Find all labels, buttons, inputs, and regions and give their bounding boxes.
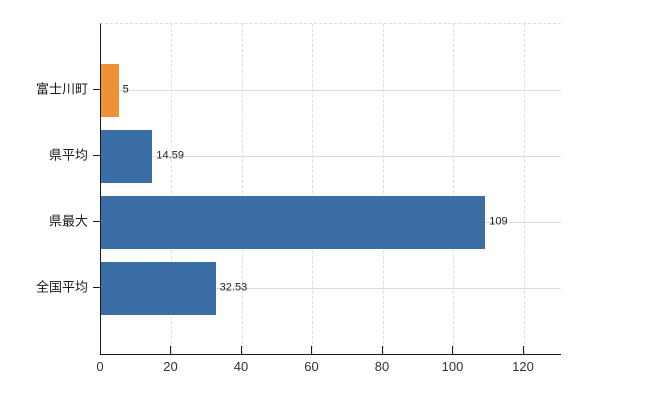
y-axis-category-label: 県最大 bbox=[48, 213, 88, 229]
x-axis-tick-label: 0 bbox=[96, 359, 104, 374]
x-axis-tick-label: 40 bbox=[233, 359, 249, 374]
x-axis-tick-label: 100 bbox=[441, 359, 464, 374]
vertical-gridline bbox=[453, 24, 455, 354]
x-axis-tick bbox=[381, 346, 383, 354]
bar bbox=[101, 195, 486, 249]
bar bbox=[101, 261, 216, 315]
x-axis-tick bbox=[170, 346, 172, 354]
y-axis-tick bbox=[93, 221, 100, 222]
horizontal-gridline bbox=[101, 90, 561, 91]
y-axis-tick bbox=[93, 287, 100, 288]
y-axis-category-label: 全国平均 bbox=[35, 279, 88, 295]
bar-value-label: 5 bbox=[122, 83, 129, 96]
x-axis-tick-label: 60 bbox=[304, 359, 319, 374]
x-axis-tick bbox=[100, 346, 101, 354]
bar-value-label: 14.59 bbox=[156, 149, 184, 162]
x-axis-tick-label: 120 bbox=[512, 359, 534, 374]
x-axis-tick bbox=[522, 346, 524, 354]
bar bbox=[101, 63, 119, 117]
horizontal-gridline bbox=[101, 288, 561, 289]
x-axis-tick-label: 20 bbox=[163, 359, 178, 374]
vertical-gridline bbox=[382, 24, 384, 354]
x-axis-tick bbox=[240, 346, 242, 354]
x-axis-tick bbox=[311, 346, 313, 354]
x-axis-tick-label: 80 bbox=[374, 359, 390, 374]
vertical-gridline bbox=[241, 24, 243, 354]
y-axis-tick bbox=[93, 155, 100, 156]
y-axis-category-label: 富士川町 bbox=[35, 81, 88, 97]
y-axis-category-label: 県平均 bbox=[48, 147, 88, 163]
x-axis-tick bbox=[452, 346, 454, 354]
bar bbox=[101, 129, 153, 183]
horizontal-gridline bbox=[101, 156, 561, 157]
vertical-gridline bbox=[171, 24, 173, 354]
y-axis-tick bbox=[93, 89, 100, 90]
vertical-gridline bbox=[312, 24, 314, 354]
bar-value-label: 32.53 bbox=[219, 281, 248, 294]
vertical-gridline bbox=[523, 24, 525, 354]
bar-value-label: 109 bbox=[489, 215, 508, 228]
plot-area: 5 14.59 109 32.53 bbox=[100, 23, 561, 355]
